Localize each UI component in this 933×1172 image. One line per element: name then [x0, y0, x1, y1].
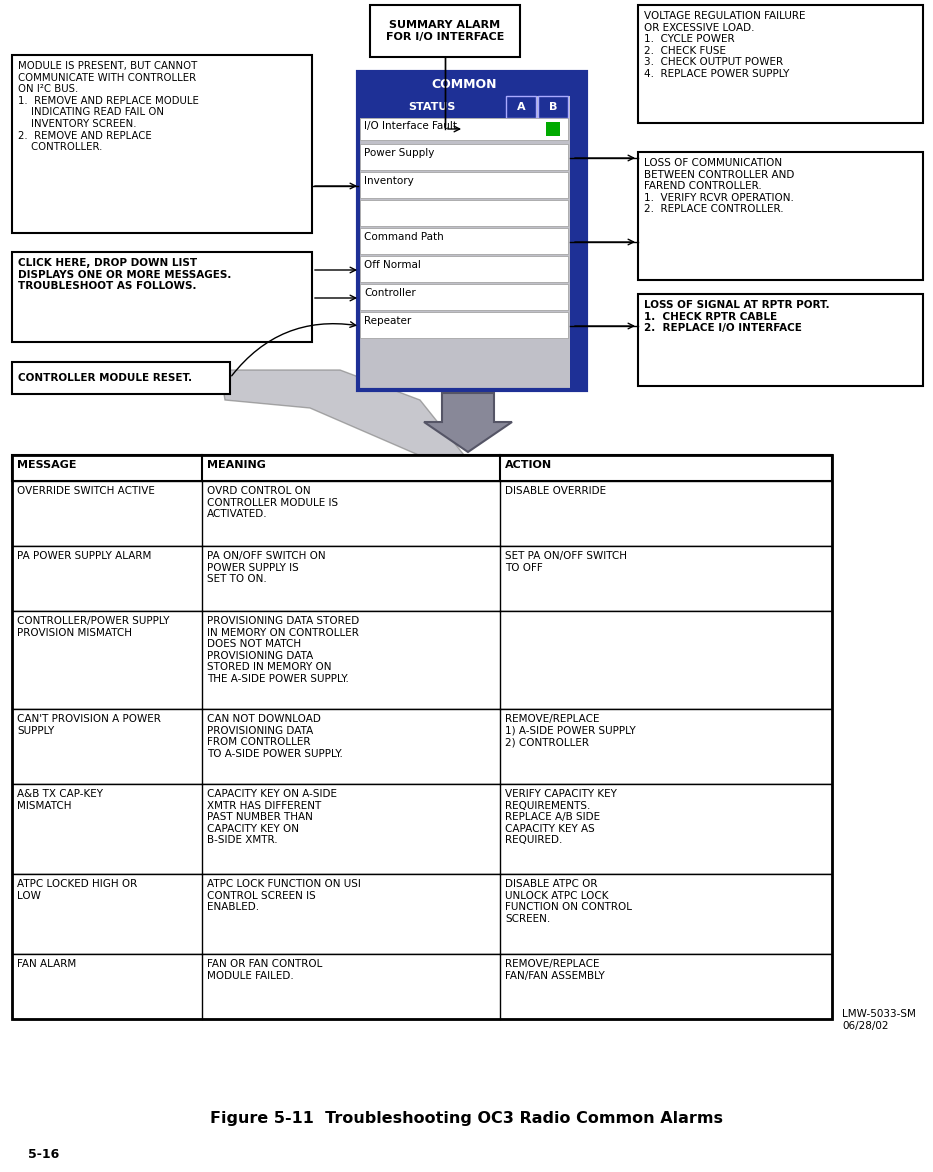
Text: LOSS OF COMMUNICATION
BETWEEN CONTROLLER AND
FAREND CONTROLLER.
1.  VERIFY RCVR : LOSS OF COMMUNICATION BETWEEN CONTROLLER…: [644, 158, 794, 214]
Bar: [638, 294, 923, 386]
Text: ACTION: ACTION: [505, 459, 552, 470]
Text: PA ON/OFF SWITCH ON
POWER SUPPLY IS
SET TO ON.: PA ON/OFF SWITCH ON POWER SUPPLY IS SET …: [207, 551, 326, 584]
Bar: [538, 96, 568, 118]
Bar: [12, 481, 832, 546]
Text: DISABLE ATPC OR
UNLOCK ATPC LOCK
FUNCTION ON CONTROL
SCREEN.: DISABLE ATPC OR UNLOCK ATPC LOCK FUNCTIO…: [505, 879, 632, 924]
Bar: [360, 172, 568, 198]
Bar: [12, 874, 832, 954]
Text: CAPACITY KEY ON A-SIDE
XMTR HAS DIFFERENT
PAST NUMBER THAN
CAPACITY KEY ON
B-SID: CAPACITY KEY ON A-SIDE XMTR HAS DIFFEREN…: [207, 789, 337, 845]
Text: PA POWER SUPPLY ALARM: PA POWER SUPPLY ALARM: [17, 551, 151, 561]
Bar: [638, 5, 923, 123]
Bar: [360, 284, 568, 311]
Text: B: B: [549, 102, 557, 113]
Bar: [12, 362, 230, 394]
Text: MODULE IS PRESENT, BUT CANNOT
COMMUNICATE WITH CONTROLLER
ON I²C BUS.
1.  REMOVE: MODULE IS PRESENT, BUT CANNOT COMMUNICAT…: [18, 61, 199, 152]
Bar: [12, 252, 312, 342]
Bar: [358, 71, 586, 390]
Text: Inventory: Inventory: [364, 176, 413, 186]
Bar: [12, 546, 832, 611]
Text: I/O Interface Fault: I/O Interface Fault: [364, 121, 457, 131]
Text: Off Normal: Off Normal: [364, 260, 421, 270]
Bar: [12, 55, 312, 233]
Text: CONTROLLER MODULE RESET.: CONTROLLER MODULE RESET.: [18, 373, 192, 383]
Text: LOSS OF SIGNAL AT RPTR PORT.
1.  CHECK RPTR CABLE
2.  REPLACE I/O INTERFACE: LOSS OF SIGNAL AT RPTR PORT. 1. CHECK RP…: [644, 300, 829, 333]
Bar: [546, 122, 560, 136]
Polygon shape: [220, 370, 468, 459]
Text: A&B TX CAP-KEY
MISMATCH: A&B TX CAP-KEY MISMATCH: [17, 789, 103, 811]
Bar: [360, 255, 568, 282]
Text: A: A: [517, 102, 525, 113]
Text: SUMMARY ALARM
FOR I/O INTERFACE: SUMMARY ALARM FOR I/O INTERFACE: [386, 20, 504, 42]
Bar: [360, 229, 568, 254]
Bar: [370, 5, 520, 57]
Text: REMOVE/REPLACE
1) A-SIDE POWER SUPPLY
2) CONTROLLER: REMOVE/REPLACE 1) A-SIDE POWER SUPPLY 2)…: [505, 714, 635, 748]
Text: FAN OR FAN CONTROL
MODULE FAILED.: FAN OR FAN CONTROL MODULE FAILED.: [207, 959, 323, 981]
Text: STATUS: STATUS: [409, 102, 455, 113]
Bar: [570, 71, 586, 390]
Text: VOLTAGE REGULATION FAILURE
OR EXCESSIVE LOAD.
1.  CYCLE POWER
2.  CHECK FUSE
3. : VOLTAGE REGULATION FAILURE OR EXCESSIVE …: [644, 11, 805, 79]
Text: LMW-5033-SM
06/28/02: LMW-5033-SM 06/28/02: [842, 1009, 916, 1030]
Text: ATPC LOCK FUNCTION ON USI
CONTROL SCREEN IS
ENABLED.: ATPC LOCK FUNCTION ON USI CONTROL SCREEN…: [207, 879, 361, 912]
Bar: [12, 455, 832, 481]
Text: Figure 5-11  Troubleshooting OC3 Radio Common Alarms: Figure 5-11 Troubleshooting OC3 Radio Co…: [210, 1111, 723, 1125]
Text: DISABLE OVERRIDE: DISABLE OVERRIDE: [505, 486, 606, 496]
Text: CLICK HERE, DROP DOWN LIST
DISPLAYS ONE OR MORE MESSAGES.
TROUBLESHOOT AS FOLLOW: CLICK HERE, DROP DOWN LIST DISPLAYS ONE …: [18, 258, 231, 291]
Text: CAN NOT DOWNLOAD
PROVISIONING DATA
FROM CONTROLLER
TO A-SIDE POWER SUPPLY.: CAN NOT DOWNLOAD PROVISIONING DATA FROM …: [207, 714, 342, 758]
Text: FAN ALARM: FAN ALARM: [17, 959, 77, 969]
Text: Command Path: Command Path: [364, 232, 444, 241]
Bar: [12, 455, 832, 1018]
Bar: [360, 144, 568, 170]
Bar: [360, 118, 568, 139]
Text: MEANING: MEANING: [207, 459, 266, 470]
Bar: [360, 312, 568, 338]
Text: Repeater: Repeater: [364, 316, 411, 326]
Bar: [638, 152, 923, 280]
Polygon shape: [424, 393, 512, 452]
Text: OVRD CONTROL ON
CONTROLLER MODULE IS
ACTIVATED.: OVRD CONTROL ON CONTROLLER MODULE IS ACT…: [207, 486, 338, 519]
Text: Controller: Controller: [364, 288, 416, 298]
Text: SET PA ON/OFF SWITCH
TO OFF: SET PA ON/OFF SWITCH TO OFF: [505, 551, 627, 573]
Text: OVERRIDE SWITCH ACTIVE: OVERRIDE SWITCH ACTIVE: [17, 486, 155, 496]
Text: MESSAGE: MESSAGE: [17, 459, 77, 470]
Bar: [358, 71, 570, 96]
Text: PROVISIONING DATA STORED
IN MEMORY ON CONTROLLER
DOES NOT MATCH
PROVISIONING DAT: PROVISIONING DATA STORED IN MEMORY ON CO…: [207, 616, 359, 684]
Text: CAN'T PROVISION A POWER
SUPPLY: CAN'T PROVISION A POWER SUPPLY: [17, 714, 160, 736]
Text: VERIFY CAPACITY KEY
REQUIREMENTS.
REPLACE A/B SIDE
CAPACITY KEY AS
REQUIRED.: VERIFY CAPACITY KEY REQUIREMENTS. REPLAC…: [505, 789, 617, 845]
Text: 5-16: 5-16: [28, 1149, 60, 1161]
Bar: [12, 954, 832, 1018]
Bar: [12, 709, 832, 784]
Text: Power Supply: Power Supply: [364, 148, 435, 158]
Text: COMMON: COMMON: [431, 77, 496, 90]
Text: CONTROLLER/POWER SUPPLY
PROVISION MISMATCH: CONTROLLER/POWER SUPPLY PROVISION MISMAT…: [17, 616, 170, 638]
Bar: [12, 611, 832, 709]
Bar: [360, 200, 568, 226]
Text: REMOVE/REPLACE
FAN/FAN ASSEMBLY: REMOVE/REPLACE FAN/FAN ASSEMBLY: [505, 959, 605, 981]
Bar: [12, 784, 832, 874]
Text: ATPC LOCKED HIGH OR
LOW: ATPC LOCKED HIGH OR LOW: [17, 879, 137, 900]
Bar: [506, 96, 536, 118]
Bar: [358, 96, 506, 118]
